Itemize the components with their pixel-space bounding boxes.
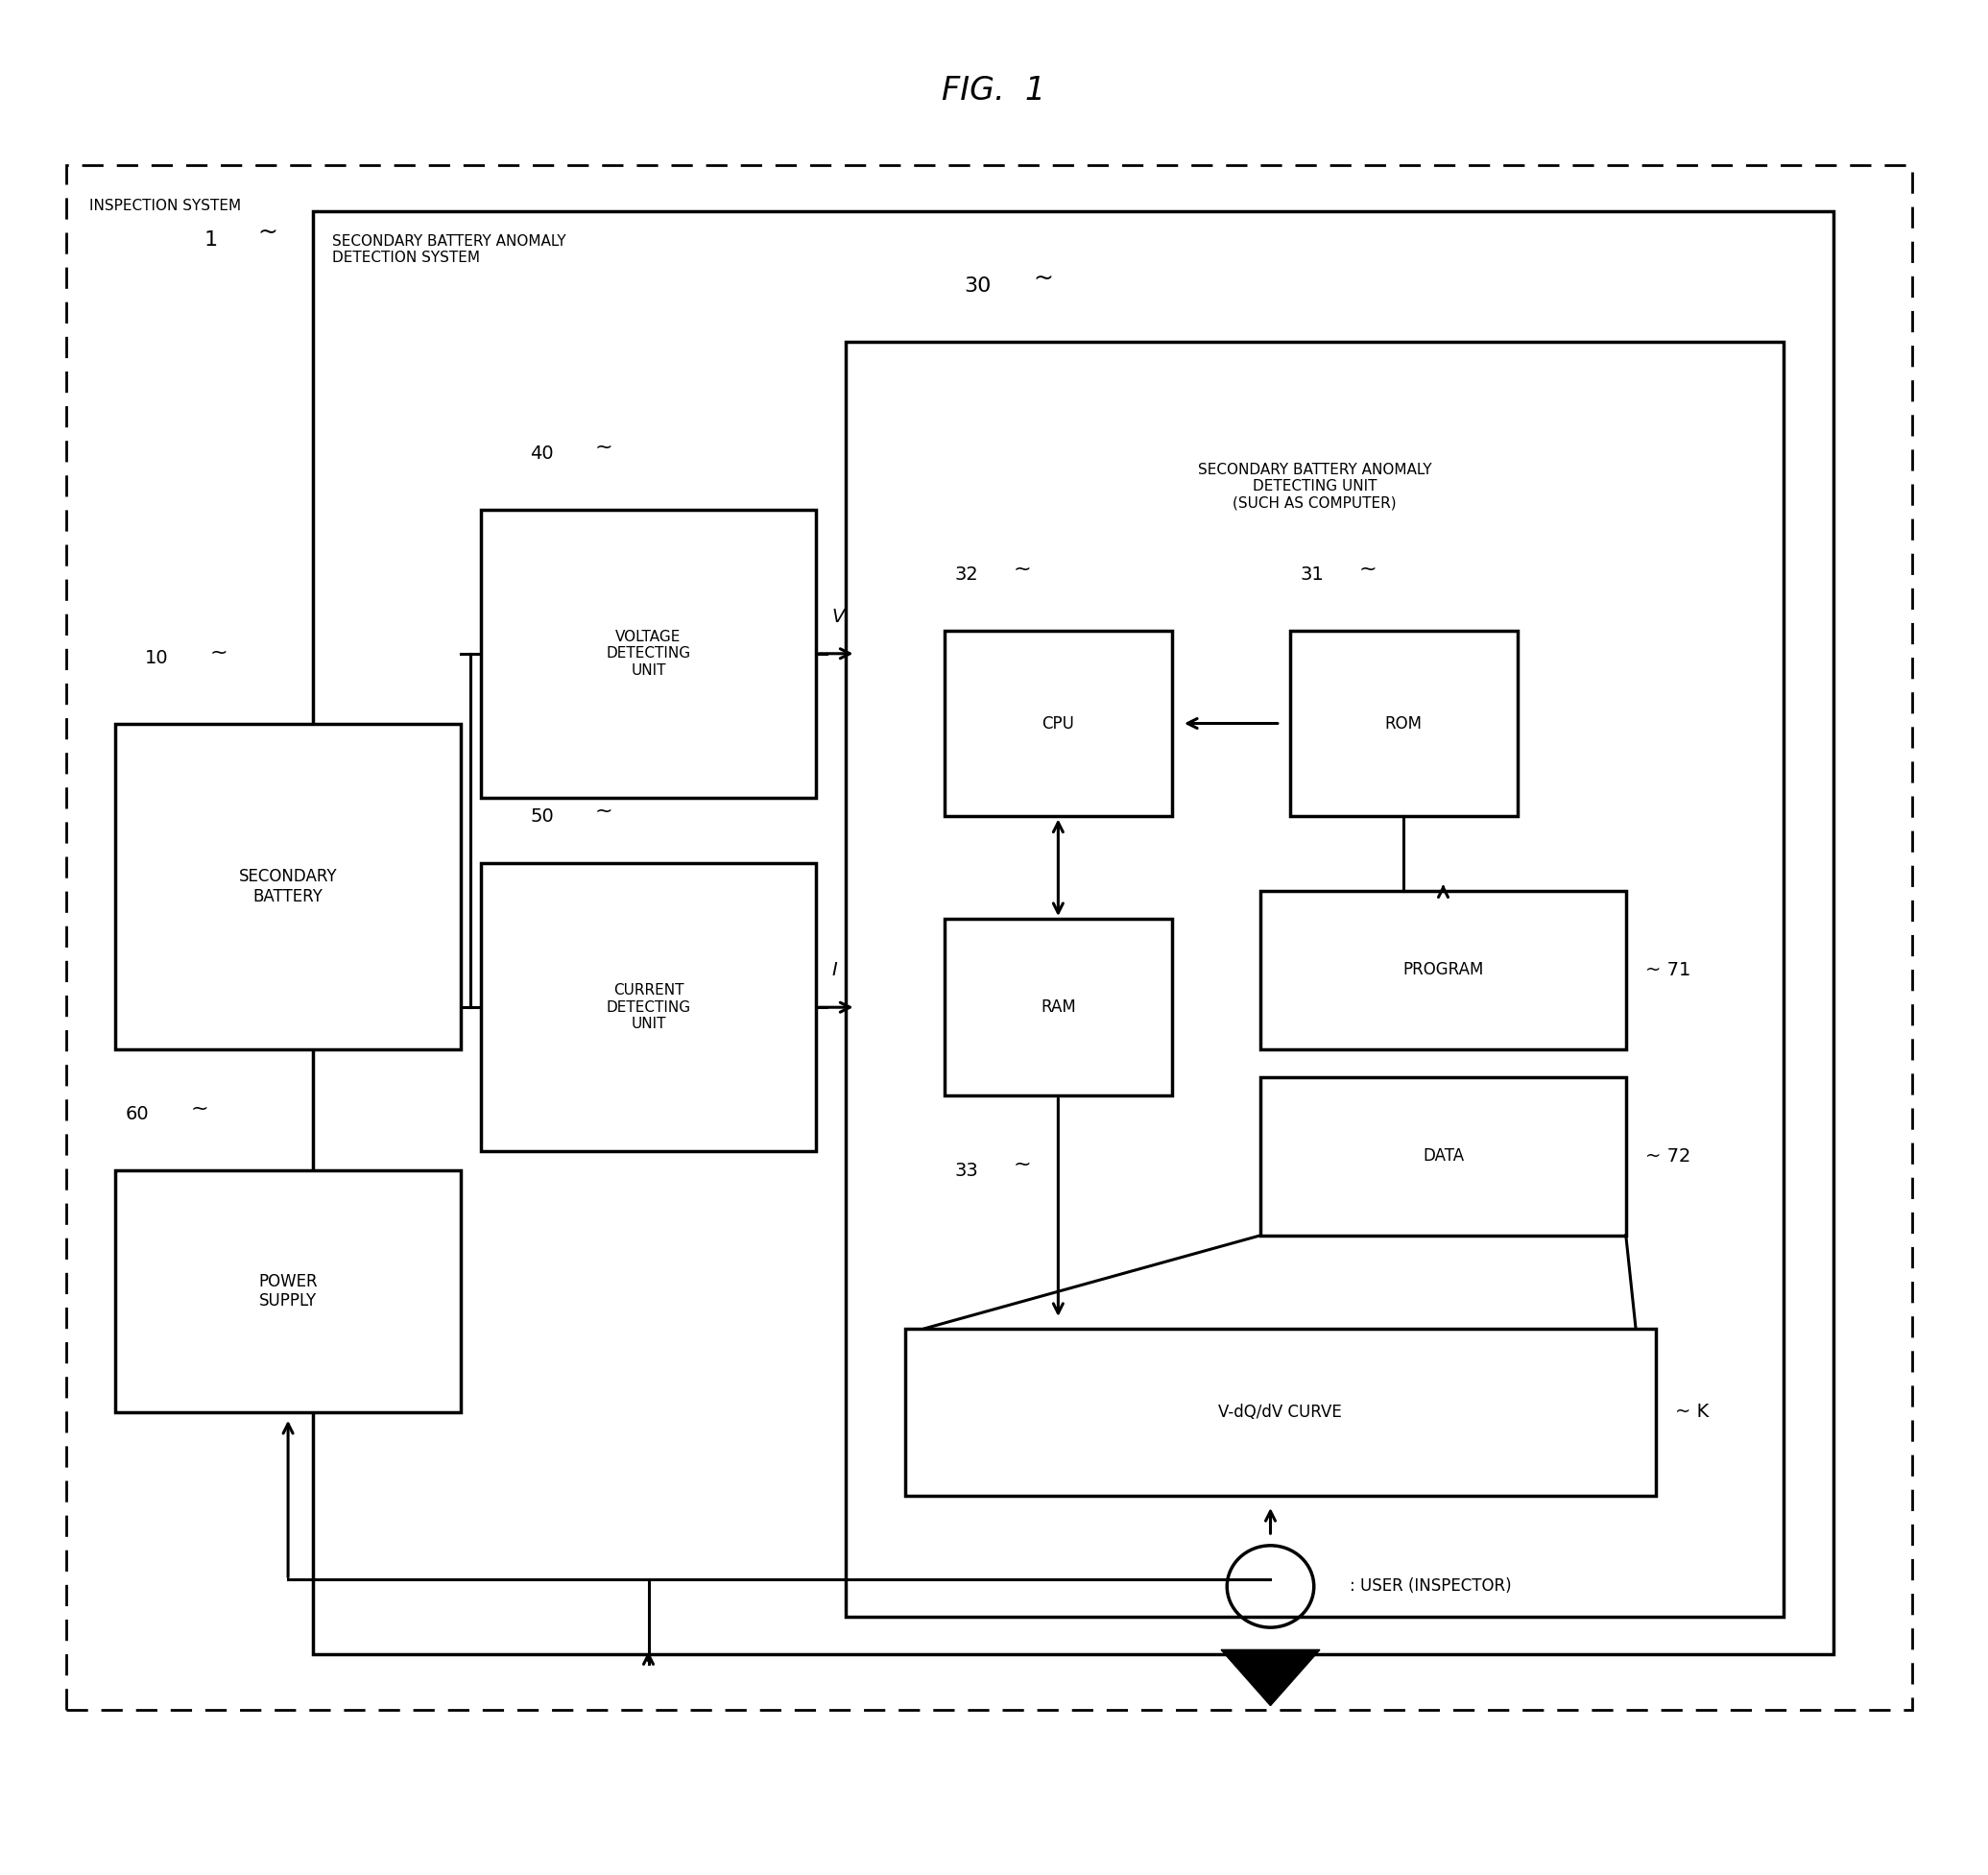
Polygon shape: [1221, 1650, 1320, 1706]
Bar: [115, 1170, 461, 1412]
Text: ~: ~: [1360, 559, 1378, 578]
Text: CPU: CPU: [1042, 714, 1074, 731]
Bar: [66, 165, 1912, 1710]
Text: ~ 71: ~ 71: [1646, 962, 1692, 979]
Bar: [1260, 891, 1626, 1050]
Text: 31: 31: [1300, 566, 1324, 583]
Text: V-dQ/dV CURVE: V-dQ/dV CURVE: [1219, 1404, 1342, 1421]
Text: 10: 10: [145, 649, 169, 667]
Text: ~: ~: [1014, 1155, 1032, 1174]
Text: SECONDARY BATTERY ANOMALY
DETECTION SYSTEM: SECONDARY BATTERY ANOMALY DETECTION SYST…: [332, 234, 567, 264]
Bar: [1290, 630, 1517, 816]
Text: ~: ~: [594, 801, 612, 819]
Text: ~ 72: ~ 72: [1646, 1147, 1692, 1166]
Text: ~: ~: [211, 643, 229, 662]
Text: SECONDARY BATTERY ANOMALY
DETECTING UNIT
(SUCH AS COMPUTER): SECONDARY BATTERY ANOMALY DETECTING UNIT…: [1199, 463, 1431, 510]
Text: ~: ~: [594, 439, 612, 458]
Text: 60: 60: [125, 1106, 149, 1123]
Bar: [847, 341, 1783, 1616]
Text: ROM: ROM: [1386, 714, 1423, 731]
Text: DATA: DATA: [1423, 1147, 1463, 1164]
Bar: [905, 1329, 1656, 1496]
Text: INSPECTION SYSTEM: INSPECTION SYSTEM: [89, 199, 241, 214]
Text: POWER
SUPPLY: POWER SUPPLY: [258, 1273, 318, 1311]
Text: I: I: [833, 962, 837, 979]
Text: 33: 33: [954, 1161, 978, 1179]
Text: CURRENT
DETECTING
UNIT: CURRENT DETECTING UNIT: [606, 982, 690, 1031]
Text: : USER (INSPECTOR): : USER (INSPECTOR): [1350, 1579, 1511, 1596]
Text: 40: 40: [531, 444, 553, 463]
Text: V: V: [833, 608, 845, 626]
Bar: [944, 919, 1171, 1095]
Text: ~: ~: [258, 221, 278, 244]
Text: PROGRAM: PROGRAM: [1404, 962, 1483, 979]
Bar: [481, 862, 817, 1151]
Text: SECONDARY
BATTERY: SECONDARY BATTERY: [239, 868, 338, 906]
Bar: [1260, 1076, 1626, 1236]
Text: ~: ~: [191, 1099, 209, 1117]
Bar: [115, 724, 461, 1050]
Text: VOLTAGE
DETECTING
UNIT: VOLTAGE DETECTING UNIT: [606, 630, 690, 677]
Text: 30: 30: [964, 276, 992, 294]
Text: 1: 1: [205, 231, 219, 249]
Bar: [944, 630, 1171, 816]
Text: 32: 32: [954, 566, 978, 583]
Bar: [481, 510, 817, 799]
Bar: [312, 212, 1833, 1654]
Text: ~ K: ~ K: [1676, 1402, 1710, 1421]
Text: FIG.  1: FIG. 1: [942, 75, 1046, 107]
Text: RAM: RAM: [1040, 999, 1076, 1016]
Text: ~: ~: [1014, 559, 1032, 578]
Text: 50: 50: [531, 808, 555, 825]
Text: ~: ~: [1034, 266, 1054, 289]
